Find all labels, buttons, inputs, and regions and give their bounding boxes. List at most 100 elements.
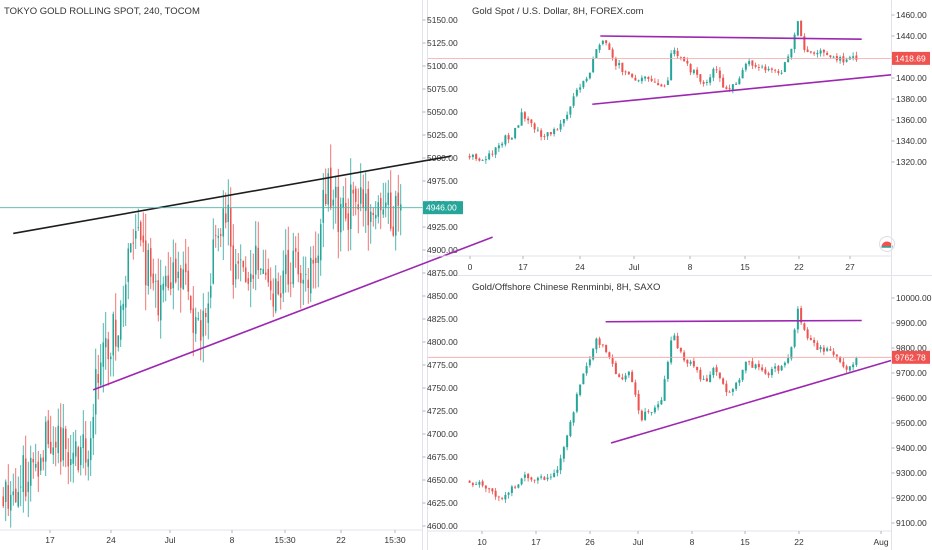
candle <box>287 226 290 293</box>
candle <box>109 352 112 377</box>
trendline-black[interactable] <box>13 155 451 235</box>
candle <box>722 74 725 88</box>
candle-body <box>611 49 614 58</box>
candle <box>608 351 611 360</box>
candle <box>692 68 695 75</box>
candle-body <box>546 477 549 480</box>
candle <box>319 218 322 276</box>
candle <box>49 415 52 454</box>
candle <box>582 373 585 385</box>
candle <box>585 362 588 376</box>
trendline-purple[interactable] <box>610 359 892 444</box>
candle-body <box>575 394 578 412</box>
panel-xauusd[interactable]: Gold Spot / U.S. Dollar, 8H, FOREX.com 1… <box>428 0 930 275</box>
candle-body <box>309 258 312 294</box>
candle <box>819 344 822 353</box>
candle <box>585 76 588 83</box>
candle <box>222 190 225 260</box>
candle <box>47 410 50 449</box>
candle-body <box>389 192 392 229</box>
candle-body <box>647 411 650 413</box>
x-tick-label: 24 <box>575 262 585 272</box>
candle-body <box>780 72 783 74</box>
candle-body <box>686 60 689 64</box>
candle-body <box>579 87 582 90</box>
candle-body <box>783 362 786 366</box>
candle <box>274 265 277 314</box>
y-tick-label: 9800.00 <box>896 343 927 353</box>
trendline-purple[interactable] <box>600 35 862 40</box>
candle-body <box>349 184 352 230</box>
candle-body <box>314 257 317 263</box>
x-tick-label: 8 <box>690 537 695 547</box>
candle-body <box>224 213 227 223</box>
candle <box>855 51 858 62</box>
candle-body <box>605 40 608 44</box>
candle-body <box>107 339 110 360</box>
candle-body <box>484 485 487 489</box>
candle <box>199 309 202 361</box>
candle <box>104 312 107 370</box>
candle-body <box>354 188 357 202</box>
candle <box>579 384 582 397</box>
candle <box>229 187 232 271</box>
trendline-purple[interactable] <box>92 236 493 391</box>
candle <box>566 434 569 451</box>
candle-body <box>754 364 757 369</box>
candle <box>819 48 822 57</box>
candle <box>809 335 812 341</box>
panel-tocom[interactable]: TOKYO GOLD ROLLING SPOT, 240, TOCOM 5150… <box>0 0 493 550</box>
candle <box>269 267 272 301</box>
trendline-purple[interactable] <box>592 74 892 106</box>
candle-body <box>728 88 731 90</box>
candle-body <box>533 479 536 481</box>
candle <box>2 487 5 509</box>
candle-body <box>497 145 500 149</box>
panel-xaucnh[interactable]: Gold/Offshore Chinese Renminbi, 8H, SAXO… <box>428 276 932 550</box>
candle-body <box>297 251 300 275</box>
candle-body <box>588 359 591 366</box>
candle-body <box>657 404 660 408</box>
x-tick-label: Aug <box>873 537 888 547</box>
candle-body <box>647 76 650 79</box>
candle <box>284 229 287 293</box>
candle-body <box>19 486 22 488</box>
candle <box>761 64 764 69</box>
candle-body <box>540 476 543 478</box>
candle-body <box>39 457 42 471</box>
candle <box>696 66 699 78</box>
trendline-purple[interactable] <box>605 319 862 323</box>
y-tick-label: 9500.00 <box>896 418 927 428</box>
candle <box>367 181 370 251</box>
x-tick-label: 22 <box>336 535 346 545</box>
candle <box>324 168 327 207</box>
y-tick-label: 4850.00 <box>427 291 458 301</box>
candle-body <box>793 34 796 50</box>
candle <box>262 249 265 275</box>
candle-body <box>826 348 829 351</box>
candle <box>342 186 345 231</box>
candle <box>491 488 494 495</box>
candle-body <box>608 352 611 358</box>
y-tick-label: 4675.00 <box>427 452 458 462</box>
candle-body <box>7 485 10 509</box>
x-tick-label: 17 <box>531 537 541 547</box>
candle <box>722 377 725 385</box>
candle <box>731 387 734 396</box>
candle-body <box>855 358 858 365</box>
y-tick-label: 4900.00 <box>427 245 458 255</box>
candle-body <box>77 447 80 471</box>
candle-body <box>194 317 197 334</box>
candle <box>605 344 608 354</box>
candle-body <box>575 89 578 96</box>
candle-body <box>699 74 702 82</box>
candle <box>575 392 578 414</box>
candle <box>259 268 262 275</box>
candle <box>767 371 770 379</box>
candle-body <box>327 173 330 205</box>
candle <box>520 477 523 486</box>
candle <box>705 79 708 86</box>
candle <box>702 375 705 381</box>
candle-body <box>572 96 575 106</box>
y-tick-label: 1460.00 <box>896 10 927 20</box>
